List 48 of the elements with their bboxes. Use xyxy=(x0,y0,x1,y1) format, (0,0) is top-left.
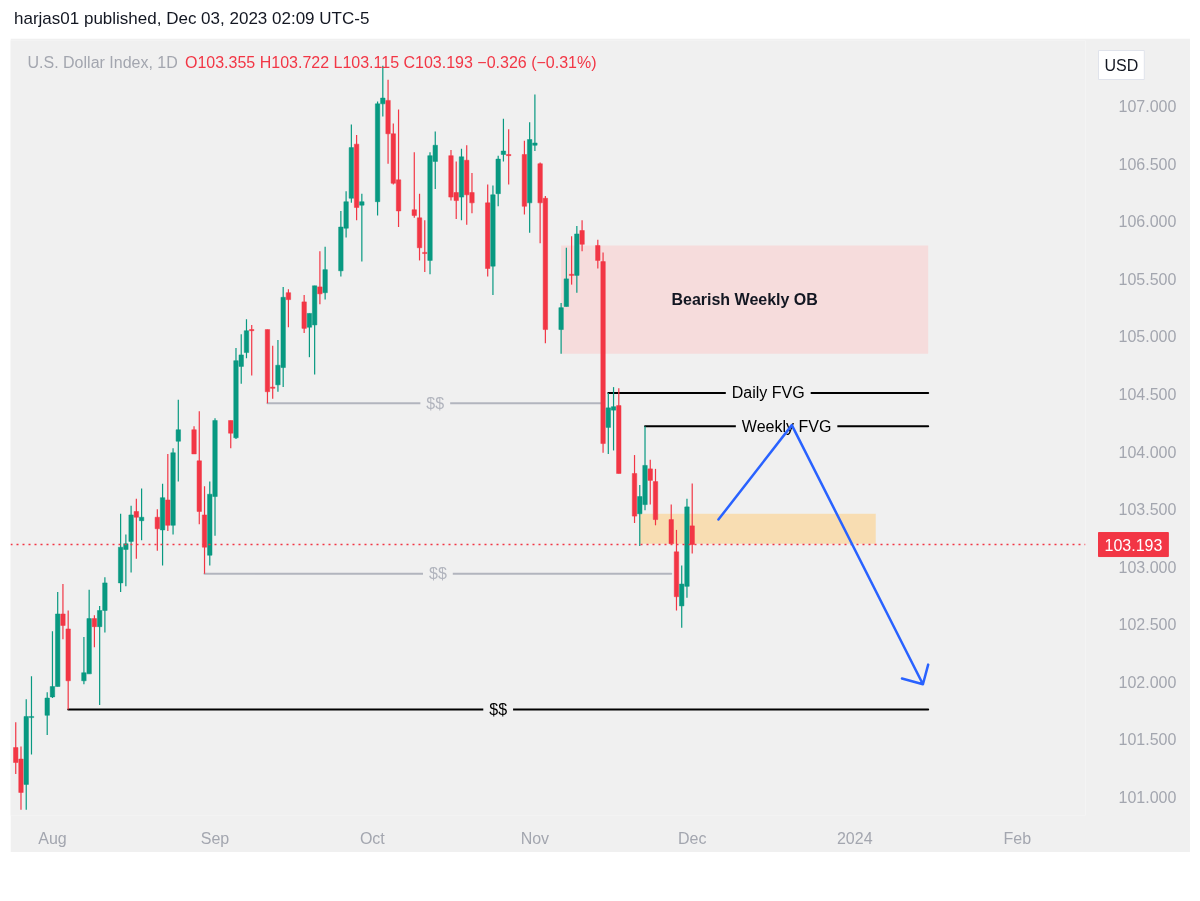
candlestick xyxy=(317,250,323,305)
y-tick-label: 101.000 xyxy=(1118,789,1177,807)
y-tick-label: 105.000 xyxy=(1118,328,1177,346)
x-tick-label: Dec xyxy=(677,829,707,847)
x-tick-label: Aug xyxy=(38,829,67,847)
y-tick-label: 102.500 xyxy=(1118,616,1177,634)
candlestick xyxy=(139,487,145,541)
series-label: Daily FVG xyxy=(731,384,805,402)
x-tick-label: Nov xyxy=(520,829,550,847)
y-tick-label: 101.500 xyxy=(1118,731,1177,749)
y-tick-label: 106.500 xyxy=(1118,155,1177,173)
candlestick xyxy=(91,614,97,648)
candlestick xyxy=(285,288,291,328)
candlestick xyxy=(506,128,512,186)
text: harjas01 published, Dec 03, 2023 02:09 UTC-5 xyxy=(14,8,370,30)
y-tick-label: 102.000 xyxy=(1118,673,1177,691)
candlestick xyxy=(647,459,653,506)
series-label: $$ xyxy=(428,565,447,583)
annotation: Bearish Weekly OB xyxy=(671,291,818,309)
y-tick-label: 104.500 xyxy=(1118,386,1177,404)
x-tick-label: 2024 xyxy=(836,829,873,847)
ref-line-label: 103.193 xyxy=(1104,536,1163,554)
x-tick-label: Oct xyxy=(359,829,386,847)
x-tick-label: Feb xyxy=(1003,829,1032,847)
series-label: $$ xyxy=(426,394,445,412)
text: O103.355 H103.722 L103.115 C103.193 −0.326 (−0.31%) xyxy=(184,54,597,71)
candlestick xyxy=(228,419,234,449)
series-label: Weekly FVG xyxy=(741,417,832,435)
y-tick-label: 104.000 xyxy=(1118,443,1177,461)
y-tick-label: 107.000 xyxy=(1118,98,1177,116)
candlestick xyxy=(249,324,255,377)
text: U.S. Dollar Index, 1D xyxy=(27,54,178,71)
y-axis-title: USD xyxy=(1104,56,1139,74)
y-tick-label: 103.500 xyxy=(1118,501,1177,519)
y-tick-label: 103.000 xyxy=(1118,558,1177,576)
y-tick-label: 105.500 xyxy=(1118,270,1177,288)
candlestick xyxy=(579,219,585,252)
y-tick-label: 106.000 xyxy=(1118,213,1177,231)
series-label: $$ xyxy=(489,701,508,719)
candlestick xyxy=(411,151,417,219)
candlestick xyxy=(244,318,249,359)
candlestick xyxy=(569,235,575,286)
candlestick xyxy=(175,399,181,483)
candlestick xyxy=(359,193,365,263)
candlestick xyxy=(322,246,328,301)
candlestick xyxy=(422,219,428,273)
x-tick-label: Sep xyxy=(200,829,230,847)
candlestick xyxy=(500,118,506,163)
